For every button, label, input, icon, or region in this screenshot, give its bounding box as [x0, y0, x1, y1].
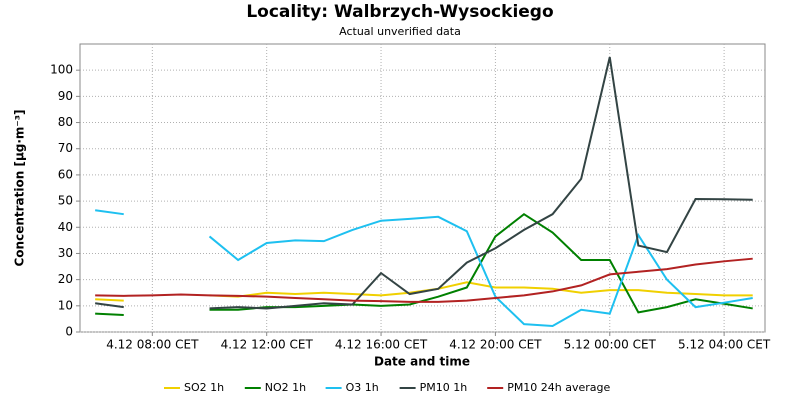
plot-frame	[79, 43, 766, 333]
legend-label: PM10 1h	[420, 381, 468, 394]
y-tick-label: 100	[50, 63, 73, 77]
y-tick-label: 0	[65, 325, 73, 339]
x-tick-label: 4.12 16:00 CET	[335, 338, 428, 352]
chart-title: Locality: Walbrzych-Wysockiego	[246, 2, 553, 22]
legend-label: O3 1h	[346, 381, 379, 394]
series-line	[95, 257, 753, 303]
chart-subtitle: Actual unverified data	[339, 25, 461, 38]
y-tick-label: 30	[58, 246, 73, 260]
y-tick-label: 90	[58, 89, 73, 103]
x-axis-label: Date and time	[374, 355, 470, 369]
x-tick-label: 5.12 04:00 CET	[678, 338, 771, 352]
x-tick-label: 4.12 20:00 CET	[449, 338, 542, 352]
series-line	[95, 281, 753, 302]
x-tick-label: 5.12 00:00 CET	[564, 338, 657, 352]
series-line	[95, 56, 753, 310]
legend-label: SO2 1h	[184, 381, 224, 394]
series-line	[95, 212, 753, 316]
y-tick-label: 40	[58, 220, 73, 234]
series-line	[95, 209, 753, 327]
y-tick-label: 50	[58, 194, 73, 208]
y-tick-label: 80	[58, 115, 73, 129]
y-tick-label: 70	[58, 141, 73, 155]
y-tick-label: 20	[58, 272, 73, 286]
legend-label: PM10 24h average	[507, 381, 610, 394]
x-tick-label: 4.12 12:00 CET	[221, 338, 314, 352]
legend-label: NO2 1h	[265, 381, 306, 394]
y-axis-label: Concentration [µg·m⁻³]	[13, 110, 27, 267]
x-tick-label: 4.12 08:00 CET	[106, 338, 199, 352]
y-tick-label: 10	[58, 298, 73, 312]
y-tick-label: 60	[58, 167, 73, 181]
